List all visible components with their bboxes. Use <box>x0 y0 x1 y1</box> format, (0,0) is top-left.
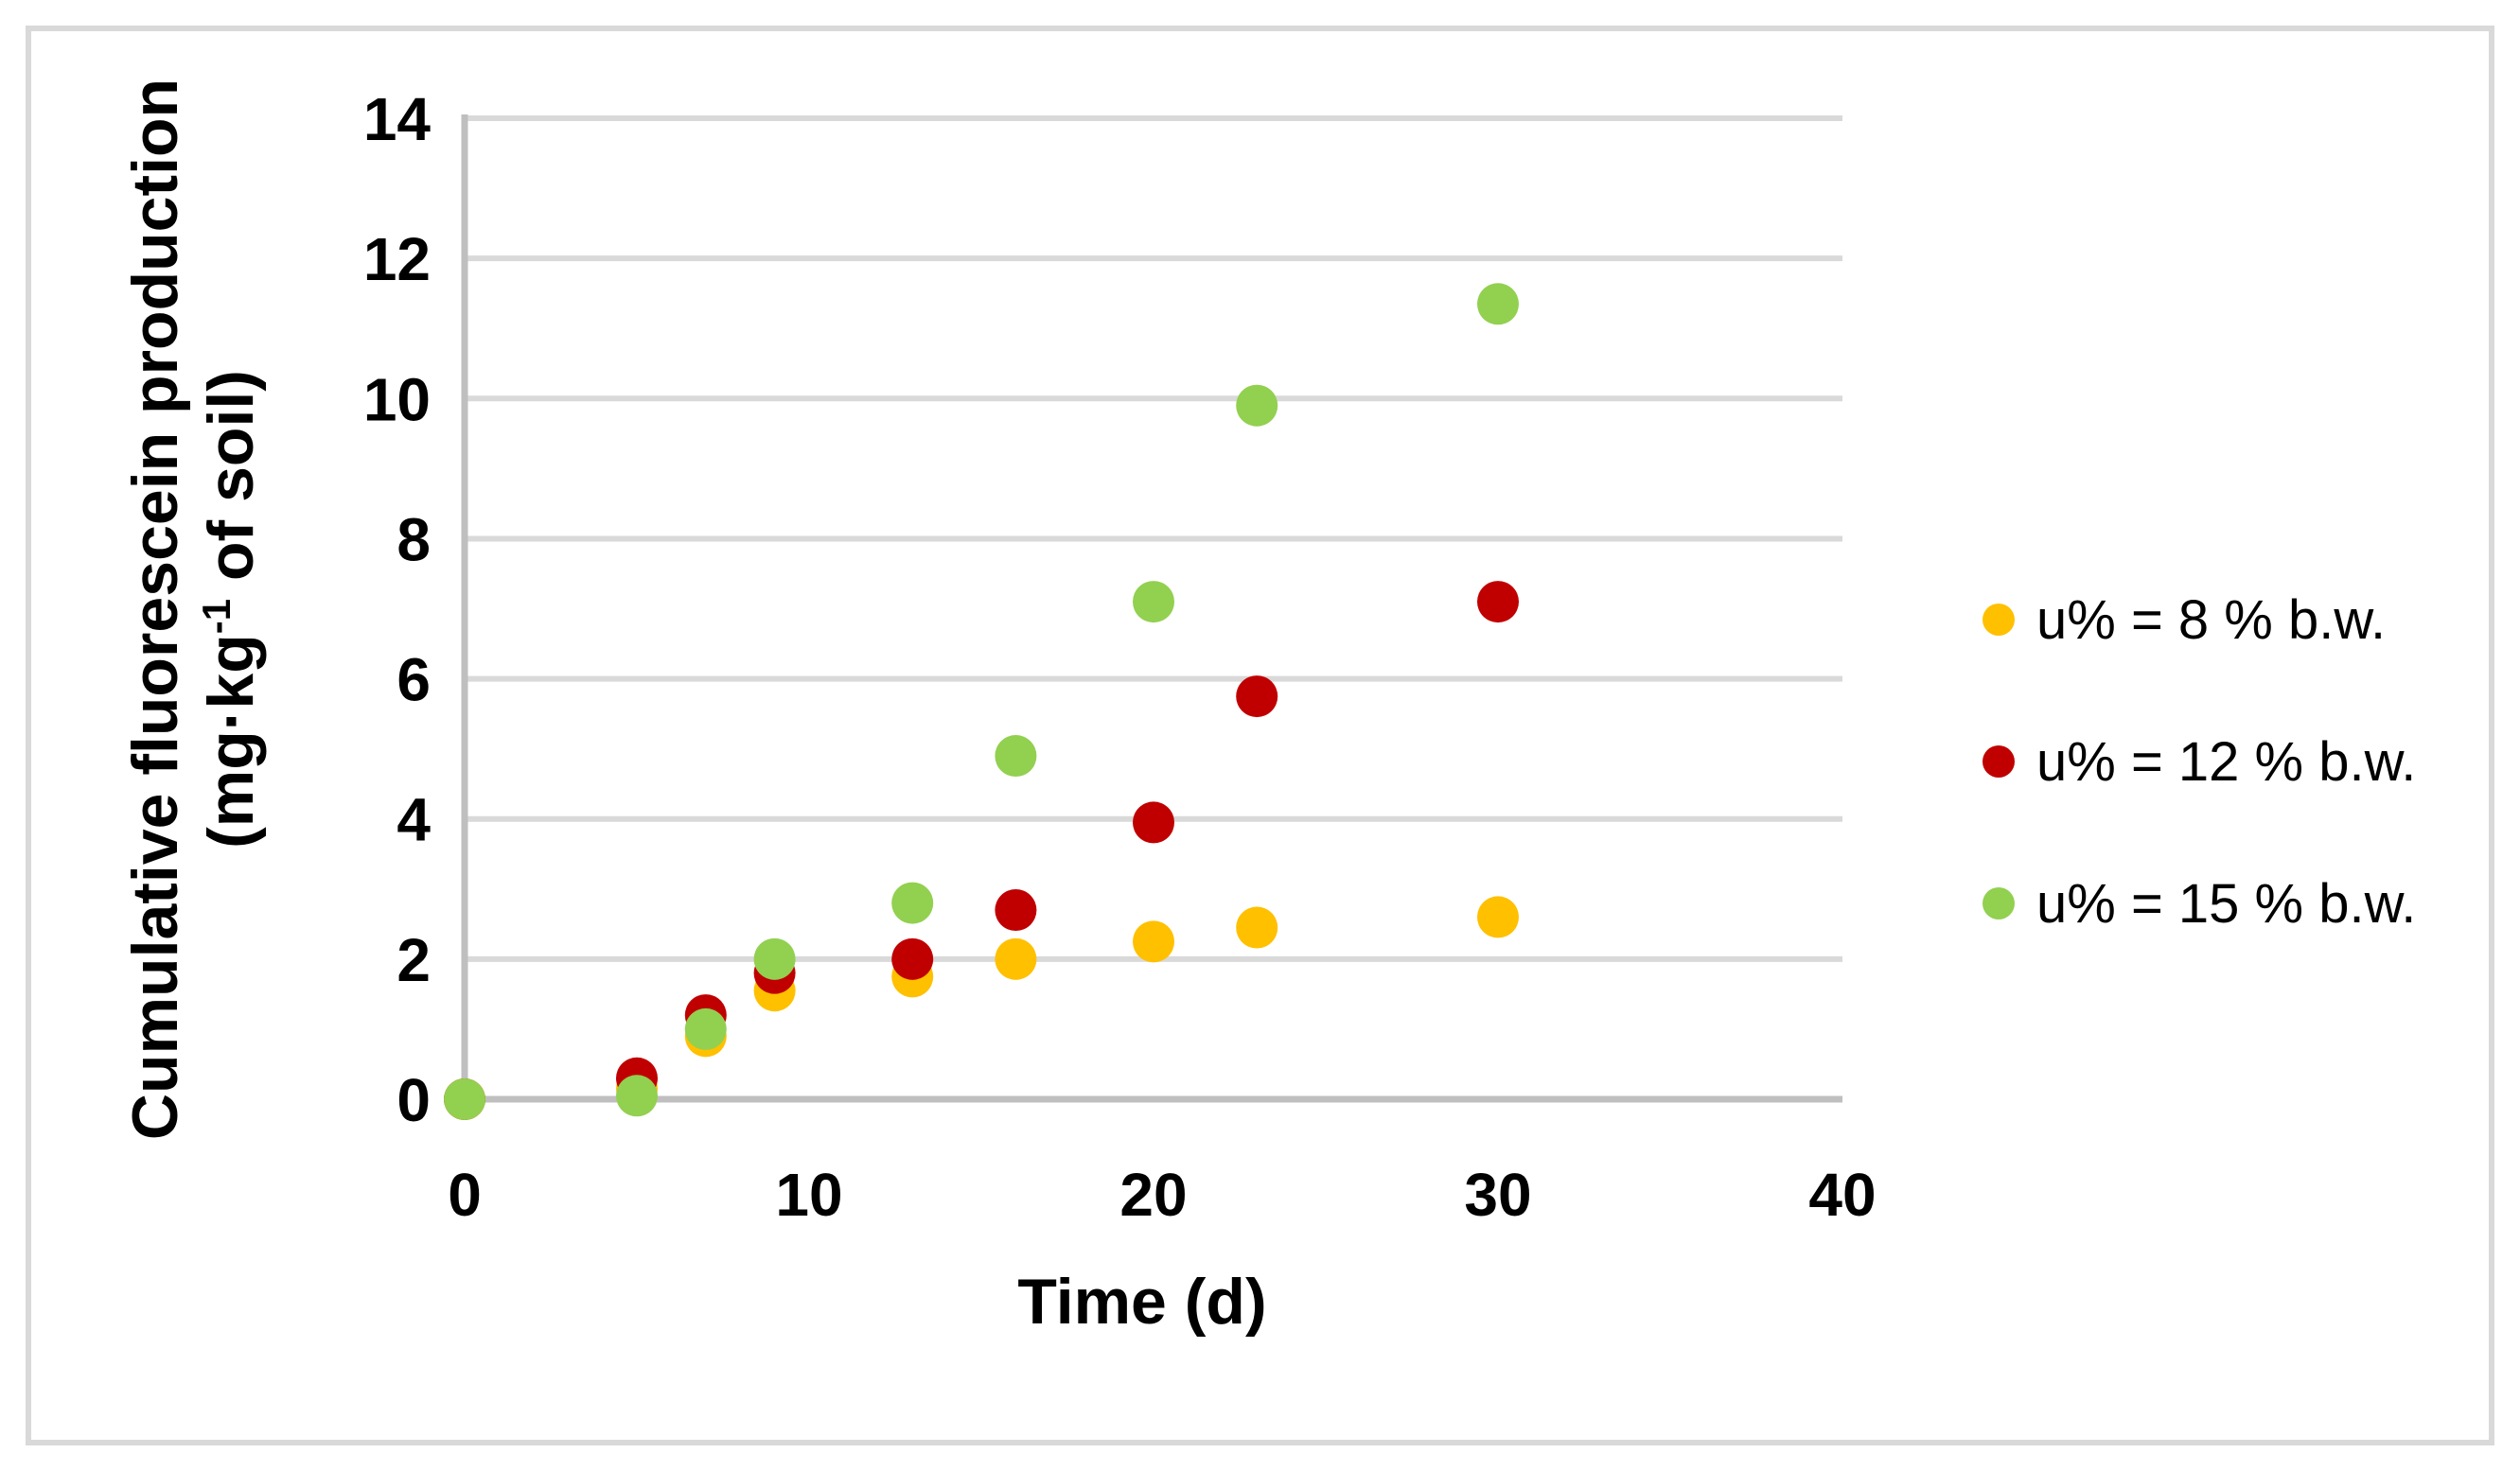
legend-item: u% = 8 % b.w. <box>1983 589 2386 651</box>
axes-group <box>461 114 1842 1103</box>
y-tick-label: 10 <box>363 365 431 433</box>
y-axis-title-line2: (mg·kg-1 of soil) <box>194 370 267 849</box>
x-axis-title: Time (d) <box>1017 1266 1266 1338</box>
legend-item: u% = 15 % b.w. <box>1983 873 2416 935</box>
data-point <box>1477 581 1519 623</box>
data-point <box>891 882 934 924</box>
legend-marker <box>1983 604 2015 636</box>
data-point <box>995 889 1037 932</box>
x-tick-label: 20 <box>1119 1161 1187 1229</box>
x-tick-label: 10 <box>775 1161 842 1229</box>
legend-marker <box>1983 745 2015 778</box>
y-axis-title-line1: Cumulative fluorescein production <box>119 79 191 1140</box>
legend-label: u% = 15 % b.w. <box>2036 873 2416 935</box>
legend-label: u% = 12 % b.w. <box>2036 731 2416 793</box>
series-1 <box>444 896 1519 1120</box>
series-3 <box>444 283 1519 1120</box>
x-tick-label: 30 <box>1464 1161 1531 1229</box>
data-point <box>995 735 1037 778</box>
data-point <box>1236 906 1278 949</box>
x-tick-label: 40 <box>1808 1161 1876 1229</box>
legend-marker <box>1983 887 2015 919</box>
legend-label: u% = 8 % b.w. <box>2036 589 2386 651</box>
data-point <box>753 937 796 980</box>
y-tick-label: 8 <box>397 505 431 573</box>
y-tick-label: 0 <box>397 1066 431 1134</box>
chart-border <box>26 26 2494 1445</box>
y-tick-label: 4 <box>397 786 431 854</box>
data-point <box>444 1078 485 1120</box>
data-point <box>1477 896 1519 938</box>
legend: u% = 8 % b.w. u% = 12 % b.w. u% = 15 % b.w… <box>1983 589 2416 935</box>
data-point <box>616 1075 658 1117</box>
data-point <box>1236 384 1278 427</box>
data-points-group <box>444 283 1519 1120</box>
data-point <box>891 937 934 980</box>
series-2 <box>444 581 1519 1120</box>
y-tick-label: 2 <box>397 926 431 994</box>
data-point <box>1133 920 1174 963</box>
x-tick-labels-group: 0 10 20 30 40 <box>448 1161 1876 1229</box>
legend-item: u% = 12 % b.w. <box>1983 731 2416 793</box>
x-tick-label: 0 <box>448 1161 482 1229</box>
data-point <box>1477 283 1519 325</box>
y-tick-label: 6 <box>397 646 431 714</box>
y-tick-label: 14 <box>363 85 432 153</box>
data-point <box>1236 675 1278 718</box>
gridlines-group <box>465 115 1842 962</box>
data-point <box>684 1007 727 1050</box>
data-point <box>1133 801 1174 844</box>
data-point <box>995 937 1037 980</box>
y-tick-labels-group: 0 2 4 6 8 10 12 14 <box>363 85 432 1134</box>
y-axis-title: Cumulative fluorescein production (mg·kg-… <box>119 79 267 1140</box>
y-tick-label: 12 <box>363 225 431 293</box>
data-point <box>1133 581 1174 623</box>
